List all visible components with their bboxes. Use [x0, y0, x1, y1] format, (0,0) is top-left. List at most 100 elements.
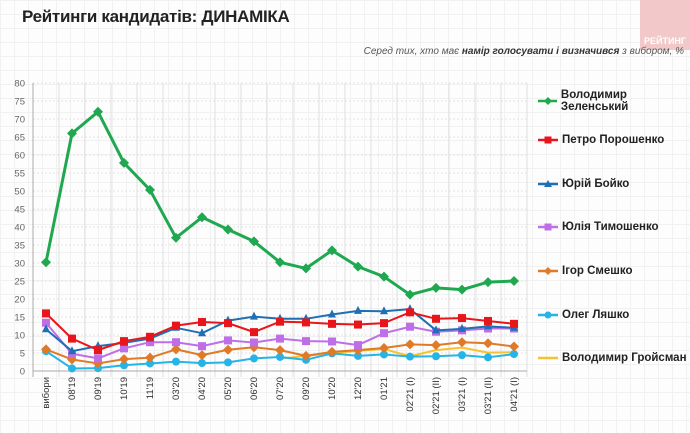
- data-point: [380, 329, 388, 338]
- data-point: [198, 328, 206, 337]
- y-tick-label: 5: [20, 349, 25, 360]
- legend-item: Юрій Бойко: [538, 178, 629, 190]
- data-point: [145, 184, 155, 195]
- data-point: [94, 354, 102, 363]
- data-point: [250, 328, 258, 337]
- y-tick-label: 40: [14, 223, 25, 234]
- data-point: [198, 318, 206, 327]
- chart-title: Рейтинги кандидатів: ДИНАМІКА: [22, 7, 290, 26]
- data-point: [172, 338, 180, 347]
- data-point: [276, 334, 284, 343]
- legend-marker-icon: [538, 223, 558, 231]
- data-point: [379, 271, 389, 282]
- data-point: [380, 306, 388, 315]
- data-point: [42, 318, 50, 327]
- legend-item: Олег Ляшко: [538, 309, 629, 321]
- legend-marker-icon: [538, 356, 558, 360]
- data-point: [327, 346, 337, 357]
- data-point: [198, 359, 206, 368]
- data-point: [68, 346, 76, 355]
- data-point: [483, 338, 493, 349]
- data-point: [94, 346, 102, 355]
- data-point: [250, 311, 258, 320]
- data-point: [327, 245, 337, 256]
- data-point: [275, 345, 285, 356]
- y-tick-label: 30: [14, 259, 25, 270]
- x-tick-label: вибори: [41, 377, 52, 409]
- x-tick-label: 02'21 (II): [431, 377, 442, 414]
- x-tick-label: 06'20: [249, 377, 260, 400]
- data-point: [146, 332, 154, 341]
- data-point: [68, 334, 76, 343]
- data-point: [484, 316, 492, 325]
- x-tick-label: 03'20: [171, 377, 182, 400]
- data-point: [41, 257, 51, 268]
- data-point: [275, 257, 285, 268]
- data-point: [276, 352, 284, 361]
- data-point: [405, 339, 415, 350]
- legend-label: Ігор Смешко: [562, 265, 633, 277]
- x-tick-label: 07'20: [275, 377, 286, 400]
- legend-marker-icon: [538, 180, 558, 187]
- data-point: [146, 338, 154, 347]
- y-tick-label: 10: [14, 331, 25, 342]
- x-tick-label: 09'20: [301, 377, 312, 400]
- x-tick-label: 10'19: [119, 377, 130, 400]
- data-point: [458, 323, 466, 332]
- subtitle-pre: Серед тих, хто має: [363, 46, 462, 57]
- y-tick-label: 65: [14, 133, 25, 144]
- data-point: [223, 224, 233, 235]
- data-point: [432, 352, 440, 361]
- data-point: [354, 341, 362, 350]
- data-point: [380, 319, 388, 328]
- x-tick-label: 02'21 (I): [405, 377, 416, 412]
- subtitle-bold: намір голосувати і визначився: [461, 46, 620, 57]
- x-tick-label: 01'21: [379, 377, 390, 400]
- data-point: [458, 314, 466, 323]
- subtitle-post: з вибором, %: [619, 46, 684, 57]
- data-point: [328, 319, 336, 328]
- data-point: [197, 350, 207, 361]
- y-tick-label: 25: [14, 277, 25, 288]
- y-tick-label: 50: [14, 187, 25, 198]
- x-tick-label: 09'19: [93, 377, 104, 400]
- data-point: [406, 322, 414, 331]
- legend-label: Володимир Гройсман: [562, 352, 687, 364]
- data-point: [224, 358, 232, 367]
- data-point: [406, 352, 414, 361]
- legend-label: Юрій Бойко: [562, 178, 630, 190]
- x-tick-label: 03'21 (I): [457, 377, 468, 412]
- data-point: [93, 106, 103, 117]
- data-point: [171, 344, 181, 355]
- y-tick-label: 0: [20, 367, 25, 378]
- data-point: [302, 318, 310, 327]
- data-point: [354, 351, 362, 360]
- data-point: [431, 282, 441, 293]
- data-point: [484, 353, 492, 362]
- y-tick-label: 75: [14, 97, 25, 108]
- data-point: [41, 344, 51, 355]
- legend-label: Юлія Тимошенко: [562, 221, 659, 233]
- legend-item: Петро Порошенко: [538, 134, 664, 146]
- data-point: [249, 236, 259, 247]
- x-tick-label: 05'20: [223, 377, 234, 400]
- data-point: [119, 157, 129, 168]
- legend-label: Петро Порошенко: [562, 134, 665, 146]
- x-tick-label: 04'20: [197, 377, 208, 400]
- data-point: [224, 336, 232, 345]
- data-point: [197, 212, 207, 223]
- data-point: [354, 305, 362, 314]
- y-tick-label: 60: [14, 151, 25, 162]
- x-tick-label: 08'19: [67, 377, 78, 400]
- x-tick-label: 12'20: [353, 377, 364, 400]
- data-point: [250, 354, 258, 363]
- data-point: [224, 319, 232, 328]
- data-point: [484, 321, 492, 330]
- legend-item: Володимир Гройсман: [538, 352, 687, 364]
- data-point: [406, 308, 414, 317]
- data-point: [223, 344, 233, 355]
- legend-item: Ігор Смешко: [538, 265, 633, 277]
- data-point: [120, 361, 128, 370]
- data-point: [509, 276, 519, 286]
